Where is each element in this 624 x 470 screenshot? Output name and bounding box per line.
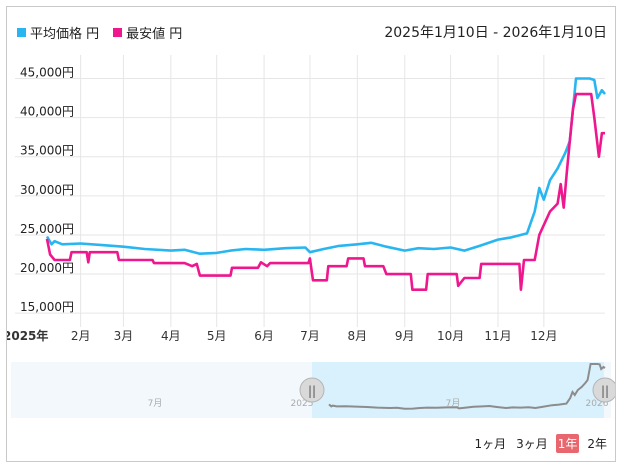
x-tick-label: 6月 (254, 329, 274, 343)
navigator-selected-range[interactable] (312, 362, 604, 418)
y-tick-label: 30,000円 (20, 183, 74, 197)
x-tick-label: 9月 (395, 329, 415, 343)
navigator-right-handle[interactable]: || (592, 377, 615, 403)
x-tick-label: 4月 (161, 329, 181, 343)
y-tick-label: 35,000円 (20, 144, 74, 158)
navigator-series-line (328, 363, 606, 410)
legend-label-lowest: 最安値 円 (126, 27, 183, 42)
svg-text:||: || (308, 384, 316, 398)
navigator[interactable]: 7月 2025 7月 2026|| || (11, 362, 615, 418)
series-line-lowest (45, 92, 605, 291)
x-tick-label: 10月 (437, 329, 464, 343)
navigator-label: 7月 (148, 398, 163, 409)
y-tick-label: 25,000円 (20, 222, 74, 236)
legend-item-average[interactable]: 平均価格 円 (17, 23, 99, 42)
chart-frame: 平均価格 円 最安値 円 2025年1月10日 - 2026年1月10日 15,… (6, 6, 616, 462)
x-tick-label: 12月 (530, 329, 557, 343)
price-chart: 15,000円 20,000円 25,000円 30,000円 35,000円 40,00… (7, 55, 615, 418)
x-axis-ticks: 2月 3月 4月 5月 6月 7月 8月 9月 10月 11月 12月 2025年 (7, 328, 557, 343)
series-line-average (45, 77, 607, 255)
navigator-left-handle[interactable]: || (299, 377, 325, 403)
x-tick-label: 7月 (300, 329, 320, 343)
legend-swatch-lowest (113, 28, 123, 37)
legend-label-average: 平均価格 円 (30, 27, 100, 42)
navigator-label: 7月 (446, 398, 461, 409)
navigator-label: 2026 (586, 399, 609, 409)
x-tick-label: 5月 (207, 329, 227, 343)
zoom-3-month-button[interactable]: 3ヶ月 (516, 437, 548, 451)
y-axis-ticks: 15,000円 20,000円 25,000円 30,000円 35,000円 40,00… (20, 65, 74, 314)
legend-swatch-average (17, 28, 26, 37)
x-tick-label-year: 2025年 (7, 328, 48, 343)
y-tick-label: 15,000円 (20, 300, 74, 314)
legend-item-lowest[interactable]: 最安値 円 (113, 23, 182, 42)
x-tick-label: 11月 (484, 329, 511, 343)
date-range: 2025年1月10日 - 2026年1月10日 (384, 25, 607, 41)
legend: 平均価格 円 最安値 円 (17, 23, 196, 42)
zoom-buttons: 1ヶ月 3ヶ月 1年 2年 (466, 434, 609, 453)
zoom-2-year-button[interactable]: 2年 (587, 437, 607, 451)
svg-text:||: || (601, 384, 609, 398)
navigator-label: 2025 (291, 399, 314, 409)
y-tick-label: 40,000円 (20, 105, 74, 119)
zoom-1-month-button[interactable]: 1ヶ月 (474, 437, 507, 451)
x-tick-label: 8月 (348, 329, 368, 343)
grid-lines (15, 55, 605, 327)
y-tick-label: 45,000円 (20, 65, 74, 79)
x-tick-label: 2月 (71, 329, 91, 343)
series-lines (45, 77, 607, 291)
x-tick-label: 3月 (114, 329, 134, 343)
zoom-1-year-button[interactable]: 1年 (555, 434, 580, 453)
y-tick-label: 20,000円 (20, 261, 74, 275)
